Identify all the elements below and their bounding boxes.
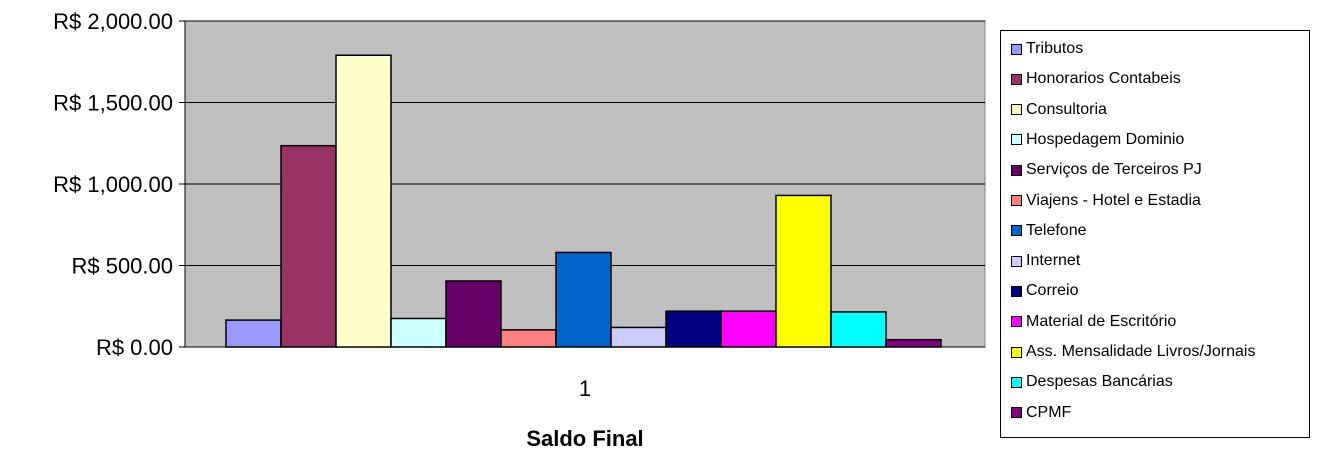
legend-item: Despesas Bancárias xyxy=(1011,371,1173,393)
legend-swatch xyxy=(1011,43,1022,55)
bar-1 xyxy=(225,319,282,348)
legend-swatch xyxy=(1011,225,1022,237)
legend-label: Consultoria xyxy=(1026,100,1107,118)
y-tick-label: R$ 1,500.00 xyxy=(53,91,173,116)
legend-label: Viajens - Hotel e Estadia xyxy=(1026,191,1201,209)
legend-item: Hospedagem Dominio xyxy=(1011,129,1184,151)
y-tick-label: R$ 500.00 xyxy=(71,254,173,279)
legend-item: Ass. Mensalidade Livros/Jornais xyxy=(1011,341,1255,363)
bar-10 xyxy=(720,310,777,348)
bar-2 xyxy=(280,144,337,348)
legend-swatch xyxy=(1011,407,1022,419)
legend-item: Consultoria xyxy=(1011,99,1107,121)
legend-swatch xyxy=(1011,255,1022,267)
legend-label: Despesas Bancárias xyxy=(1026,373,1173,391)
legend-label: Telefone xyxy=(1026,221,1087,239)
bar-9 xyxy=(665,310,722,348)
legend-item: Serviços de Terceiros PJ xyxy=(1011,159,1202,181)
legend: Tributos Honorarios Contabeis Consultoria H… xyxy=(1000,30,1310,438)
bar-13 xyxy=(885,338,942,348)
legend-swatch xyxy=(1011,73,1022,85)
legend-swatch xyxy=(1011,285,1022,297)
bar-3 xyxy=(335,54,392,348)
legend-swatch xyxy=(1011,164,1022,176)
bar-11 xyxy=(775,194,832,348)
legend-label: Serviços de Terceiros PJ xyxy=(1026,161,1202,179)
y-tick-label: R$ 0.00 xyxy=(96,335,173,360)
legend-item: CPMF xyxy=(1011,402,1071,424)
legend-item: Correio xyxy=(1011,280,1078,302)
x-axis-title: Saldo Final xyxy=(526,426,643,451)
bar-5 xyxy=(445,280,502,348)
bar-6 xyxy=(500,329,557,348)
legend-label: Correio xyxy=(1026,282,1079,300)
legend-label: CPMF xyxy=(1026,403,1072,421)
legend-label: Honorarios Contabeis xyxy=(1026,70,1181,88)
legend-item: Internet xyxy=(1011,250,1080,272)
legend-label: Internet xyxy=(1026,252,1081,270)
legend-swatch xyxy=(1011,346,1022,358)
y-tick-label: R$ 1,000.00 xyxy=(53,172,173,197)
legend-item: Telefone xyxy=(1011,220,1087,242)
legend-swatch xyxy=(1011,376,1022,388)
legend-item: Material de Escritório xyxy=(1011,311,1176,333)
legend-item: Tributos xyxy=(1011,38,1083,60)
legend-swatch xyxy=(1011,104,1022,116)
bar-8 xyxy=(610,326,667,348)
bar-12 xyxy=(830,311,887,348)
legend-label: Hospedagem Dominio xyxy=(1026,130,1185,148)
legend-label: Tributos xyxy=(1026,40,1084,57)
legend-label: Material de Escritório xyxy=(1026,312,1177,330)
y-tick-label: R$ 2,000.00 xyxy=(53,9,173,34)
legend-label: Ass. Mensalidade Livros/Jornais xyxy=(1026,343,1256,360)
bar-4 xyxy=(390,317,447,348)
legend-swatch xyxy=(1011,316,1022,328)
legend-swatch xyxy=(1011,195,1022,206)
legend-swatch xyxy=(1011,134,1022,146)
bar-7 xyxy=(555,251,612,348)
legend-item: Viajens - Hotel e Estadia xyxy=(1011,190,1201,212)
legend-item: Honorarios Contabeis xyxy=(1011,68,1181,90)
x-tick-label: 1 xyxy=(579,376,591,401)
